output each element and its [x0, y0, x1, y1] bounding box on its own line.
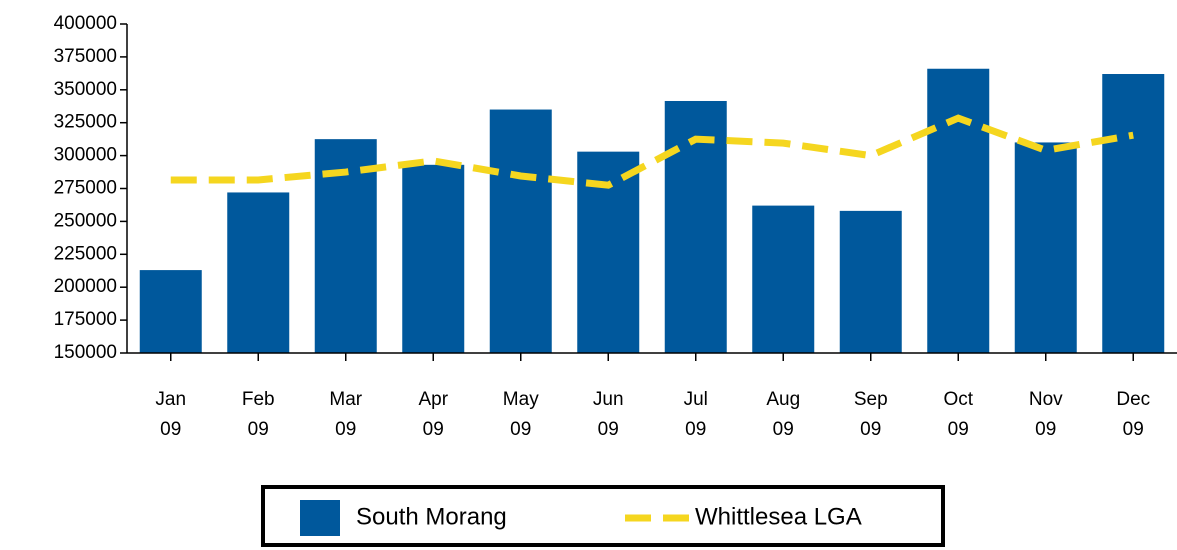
- bar: [402, 164, 465, 353]
- y-tick-label: 325000: [54, 112, 117, 133]
- x-tick-label: Mar 09: [329, 389, 362, 440]
- legend: South Morang Whittlesea LGA: [261, 485, 945, 547]
- y-tick-label: 300000: [54, 145, 117, 166]
- x-tick-label: Dec 09: [1116, 389, 1150, 440]
- legend-label: Whittlesea LGA: [695, 503, 862, 530]
- x-tick-label: Feb 09: [242, 389, 275, 440]
- bar: [489, 109, 552, 353]
- x-tick-label: Jan 09: [155, 389, 186, 440]
- x-tick-label: Jun 09: [593, 389, 624, 440]
- x-tick-label: May 09: [503, 389, 539, 440]
- y-tick-label: 350000: [54, 79, 117, 100]
- x-tick-label: Apr 09: [418, 389, 448, 440]
- bar: [139, 270, 202, 353]
- legend-label: South Morang: [356, 503, 507, 530]
- line: [170, 114, 1134, 189]
- bar: [1102, 74, 1165, 354]
- y-tick-label: 250000: [54, 210, 117, 231]
- legend-swatch: [300, 500, 340, 536]
- y-tick-label: 200000: [54, 276, 117, 297]
- x-tick-label: Jul 09: [684, 389, 708, 440]
- bar: [839, 210, 902, 353]
- legend-box: [261, 485, 945, 547]
- y-tick-label: 175000: [54, 309, 117, 330]
- y-tick-label: 400000: [54, 13, 117, 34]
- y-tick-label: 275000: [54, 178, 117, 199]
- y-tick-label: 375000: [54, 46, 117, 67]
- bar: [1014, 142, 1077, 353]
- y-tick-label: 150000: [54, 342, 117, 363]
- y-tick-label: 225000: [54, 243, 117, 264]
- x-tick-label: Oct 09: [943, 389, 973, 440]
- bar: [927, 68, 990, 353]
- x-tick-label: Sep 09: [854, 389, 888, 440]
- x-tick-label: Nov 09: [1029, 389, 1063, 440]
- bar: [752, 205, 815, 353]
- bar: [227, 192, 290, 353]
- x-tick-label: Aug 09: [766, 389, 800, 440]
